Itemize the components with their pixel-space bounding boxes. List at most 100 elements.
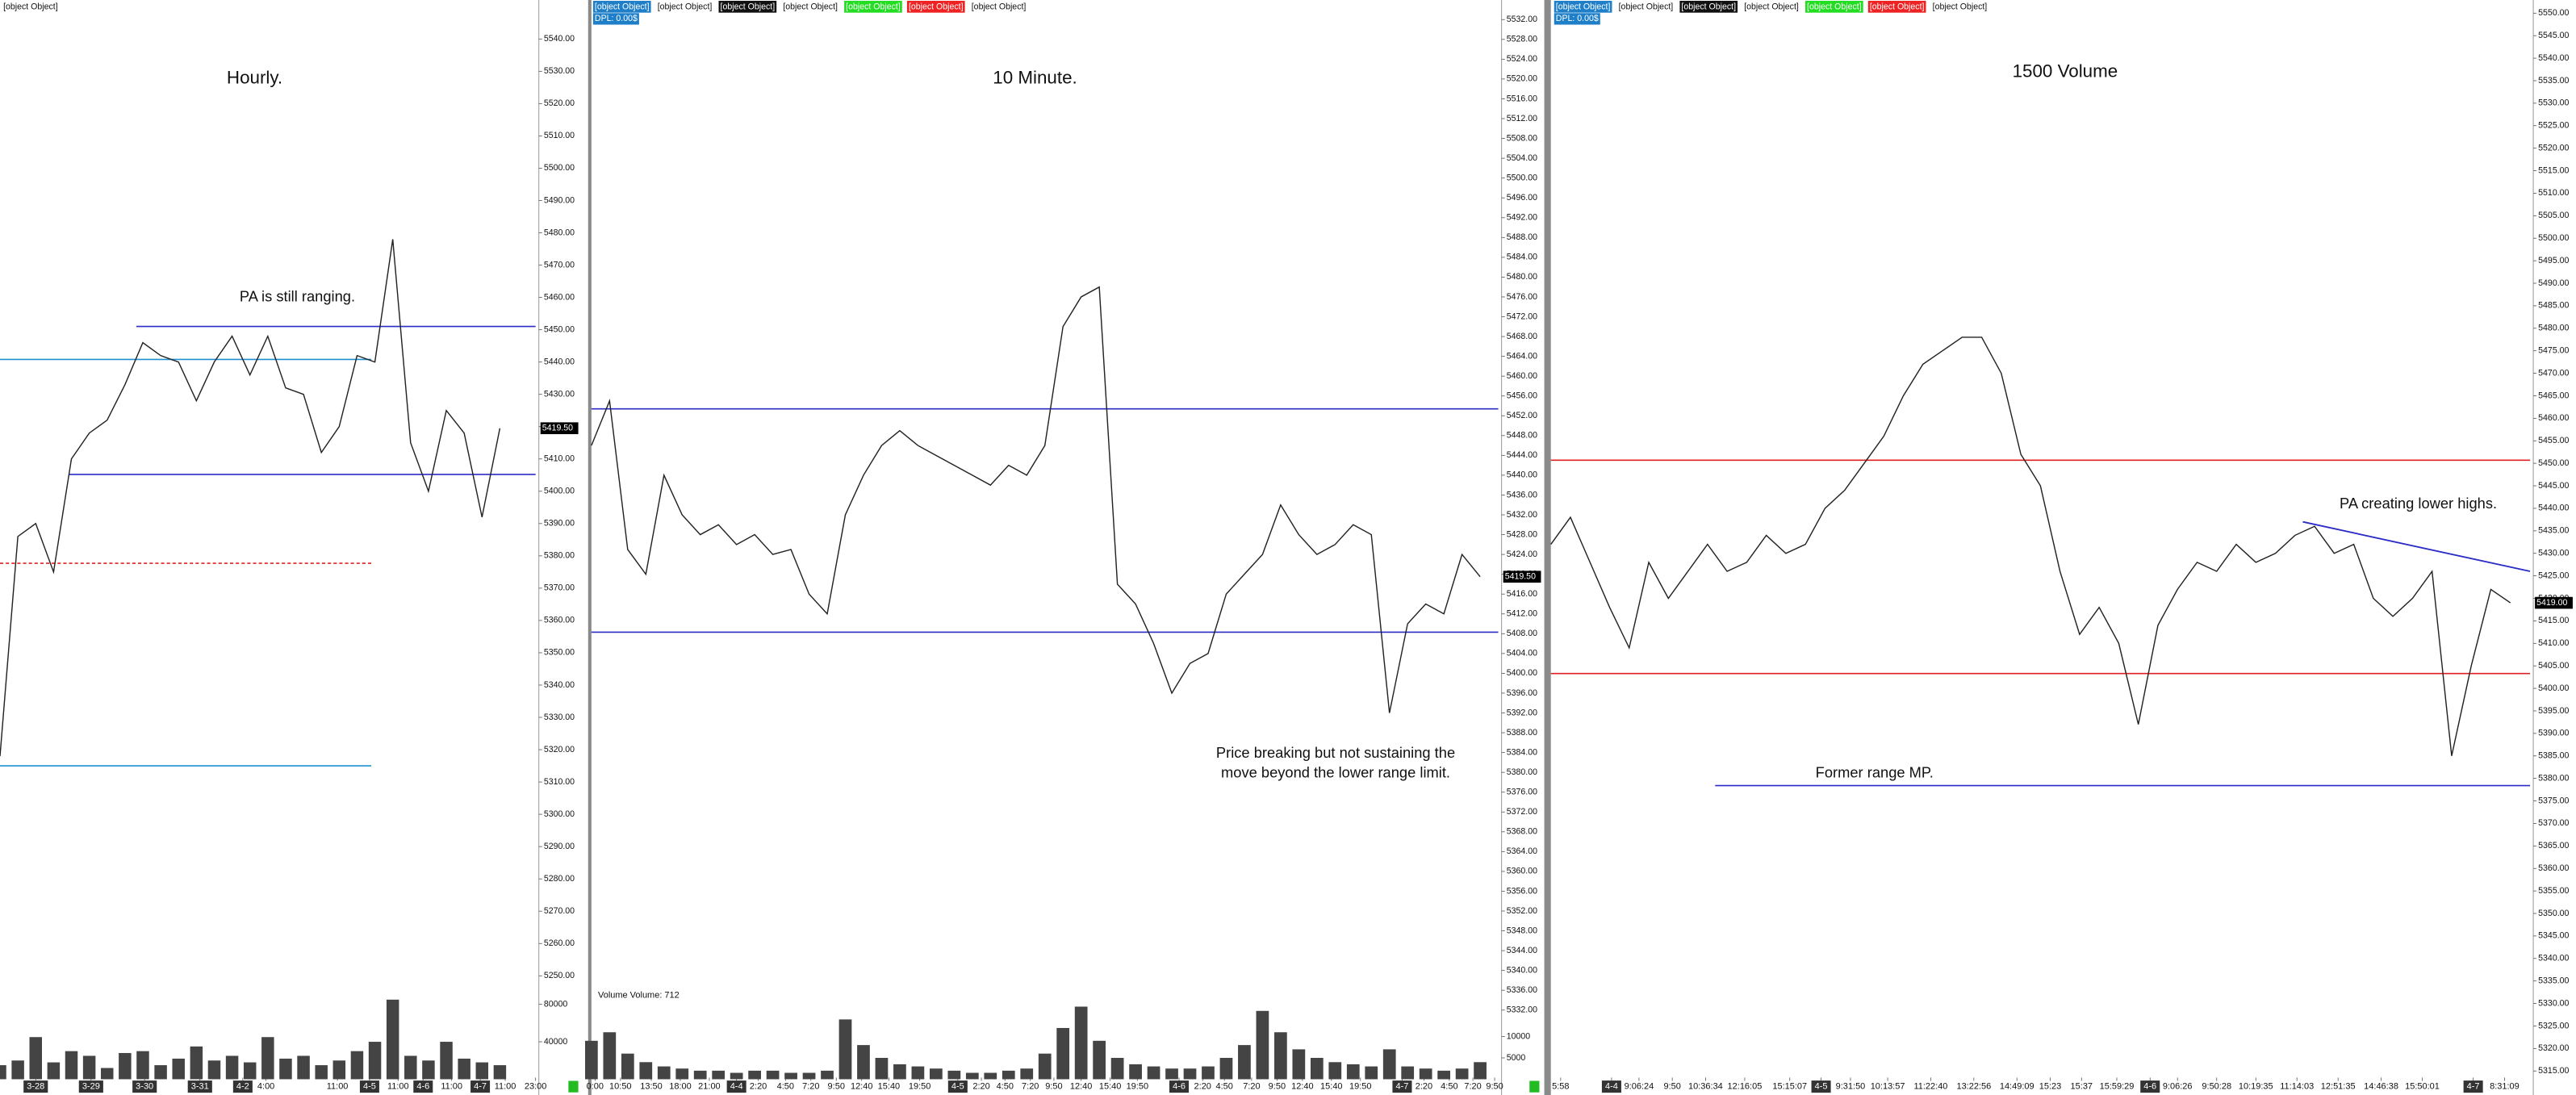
volume-bar: [730, 1072, 743, 1080]
x-tick-label: 2:20: [1194, 1082, 1211, 1092]
volume-bar: [1002, 1070, 1015, 1080]
y-tick-label: 5500.00: [2538, 233, 2569, 243]
volume-bar: [984, 1072, 997, 1080]
y-tick-label: 5440.00: [2538, 504, 2569, 513]
y-tick-label: 5370.00: [2538, 818, 2569, 828]
x-tick-label: 3-31: [191, 1082, 209, 1092]
y-tick-label: 5416.00: [1507, 589, 1537, 599]
volume-bar: [29, 1037, 42, 1080]
y-tick-label: 5415.00: [2538, 616, 2569, 625]
y-tick-label: 5384.00: [1507, 747, 1537, 757]
volume-bar: [1110, 1057, 1124, 1080]
x-tick-label: 3-29: [82, 1082, 100, 1092]
y-tick-label: 5332.00: [1507, 1005, 1537, 1015]
y-tick-label: 5510.00: [2538, 188, 2569, 198]
x-tick-label: 7:20: [1022, 1082, 1039, 1092]
y-tick-label: 5428.00: [1507, 529, 1537, 539]
volume-bar: [1219, 1057, 1233, 1080]
x-tick-label: 15:59:29: [2100, 1082, 2135, 1092]
x-tick-label: 18:00: [669, 1082, 692, 1092]
y-tick-label: 5452.00: [1507, 411, 1537, 420]
x-tick-label: 8:31:09: [2490, 1082, 2520, 1092]
volume-bar: [1165, 1068, 1178, 1080]
x-tick-label: 15:23: [2039, 1082, 2061, 1092]
annotation: PA is still ranging.: [240, 287, 355, 304]
x-tick-label: 9:50: [1269, 1082, 1286, 1092]
y-tick-label: 5300.00: [544, 809, 575, 819]
y-tick-label: 5360.00: [2538, 863, 2569, 873]
y-tick-label: 5410.00: [2538, 638, 2569, 648]
volume-bar: [475, 1062, 489, 1080]
last-price-box: [1503, 570, 1541, 583]
date-box: [470, 1080, 491, 1093]
volume-bar: [875, 1057, 889, 1080]
y-tick-label: 5488.00: [1507, 232, 1537, 242]
volume-bar: [225, 1055, 239, 1080]
header-field-bg: [592, 1, 651, 13]
header-field: [object Object]: [721, 2, 776, 11]
y-tick-label: 5352.00: [1507, 906, 1537, 916]
y-tick-label: 5545.00: [2538, 31, 2569, 40]
volume-bar: [440, 1042, 453, 1080]
volume-bar: [965, 1072, 979, 1080]
x-tick-label: 4:50: [997, 1082, 1014, 1092]
header-sub-bg: [592, 13, 639, 25]
y-tick-label: 5530.00: [2538, 98, 2569, 108]
x-tick-label: 15:50:01: [2405, 1082, 2440, 1092]
volume-bar: [207, 1060, 221, 1080]
x-tick-label: 15:37: [2071, 1082, 2093, 1092]
trend-line: [2302, 520, 2531, 572]
y-tick-label: 5535.00: [2538, 76, 2569, 86]
x-tick-label: 2:20: [1416, 1082, 1432, 1092]
x-tick-label: 15:40: [878, 1082, 901, 1092]
volume-bar: [1365, 1066, 1378, 1080]
y-tick-label: 5500.00: [1507, 173, 1537, 182]
x-tick-label: 4-4: [1605, 1082, 1618, 1092]
volume-bar: [1401, 1066, 1415, 1080]
x-tick-label: 12:40: [1070, 1082, 1093, 1092]
y-tick-label: 5365.00: [2538, 841, 2569, 851]
y-tick-label: 5368.00: [1507, 827, 1537, 837]
x-tick-label: 4-5: [363, 1082, 376, 1092]
volume-bar: [458, 1058, 470, 1080]
header-field-bg: [844, 1, 902, 13]
y-tick-label: 5495.00: [2538, 256, 2569, 265]
y-tick-label: 5344.00: [1507, 946, 1537, 955]
x-tick-label: 9:06:26: [2163, 1082, 2193, 1092]
x-tick-label: 4-6: [2143, 1082, 2156, 1092]
x-tick-label: 5:58: [1552, 1082, 1569, 1092]
x-tick-label: 11:00: [387, 1082, 409, 1092]
y-tick-label: 5340.00: [2538, 954, 2569, 963]
y-tick-label: 5445.00: [2538, 481, 2569, 491]
x-tick-label: 11:22:40: [1913, 1082, 1947, 1092]
x-tick-label: 9:50: [1486, 1082, 1503, 1092]
y-tick-label: 5444.00: [1507, 450, 1537, 460]
last-price-label: 5419.50: [542, 424, 573, 433]
x-tick-label: 7:20: [1464, 1082, 1481, 1092]
x-tick-label: 4-6: [1173, 1082, 1186, 1092]
y-tick-label: 5512.00: [1507, 114, 1537, 123]
volume-bar: [857, 1045, 870, 1080]
annotation: Former range MP.: [1816, 764, 1934, 781]
x-tick-label: 4:50: [1216, 1082, 1233, 1092]
x-tick-label: 11:00: [495, 1082, 516, 1092]
y-tick-label: 5380.00: [544, 551, 575, 561]
y-tick-label: 5480.00: [544, 228, 575, 237]
x-tick-label: 10:19:35: [2239, 1082, 2273, 1092]
panel-title: 10 Minute.: [993, 68, 1077, 88]
date-box: [23, 1080, 48, 1093]
header-field: [object Object]: [1807, 2, 1862, 11]
y-tick-label: 5450.00: [2538, 458, 2569, 468]
date-box: [78, 1080, 103, 1093]
y-tick-label: 5325.00: [2538, 1021, 2569, 1030]
y-tick-label: 5460.00: [1507, 371, 1537, 381]
y-tick-label: 5410.00: [544, 454, 575, 464]
annotation: PA creating lower highs.: [2340, 495, 2497, 512]
y-tick-label: 5430.00: [544, 389, 575, 399]
volume-tick-label: 5000: [1507, 1053, 1526, 1063]
date-box: [2140, 1080, 2160, 1093]
volume-bar: [1346, 1064, 1360, 1080]
y-tick-label: 5395.00: [2538, 706, 2569, 716]
volume-bar: [315, 1065, 328, 1080]
y-tick-label: 5490.00: [544, 195, 575, 205]
